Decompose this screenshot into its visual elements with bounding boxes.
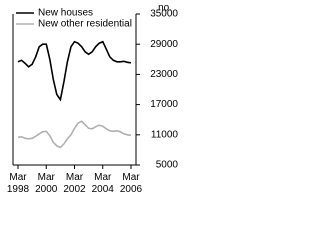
series-line (17, 40, 132, 102)
legend-label: New other residential (38, 19, 132, 30)
series-line (17, 120, 132, 149)
x-tick-label: Mar 2004 (91, 172, 114, 195)
chart-svg: no. 5000 11000 17000 23000 29000 35000 New hou… (12, 3, 179, 171)
chart: no. 5000 11000 17000 23000 29000 35000 New hou… (6, 2, 179, 195)
x-tick-label: Mar 2002 (63, 172, 86, 195)
y-tick-label: 5000 (156, 160, 179, 171)
y-tick-label: 11000 (151, 129, 179, 140)
x-tick-label: Mar 1998 (6, 172, 30, 195)
y-tick-label: 35000 (150, 9, 178, 20)
y-tick-label: 23000 (150, 69, 178, 80)
x-tick-label: Mar 2000 (35, 172, 58, 195)
y-tick-label: 17000 (150, 99, 178, 110)
x-tick-label: Mar 2006 (119, 172, 143, 195)
y-axis-label: no. (158, 3, 172, 14)
y-tick-label: 29000 (150, 39, 178, 50)
legend-label: New houses (38, 8, 93, 19)
